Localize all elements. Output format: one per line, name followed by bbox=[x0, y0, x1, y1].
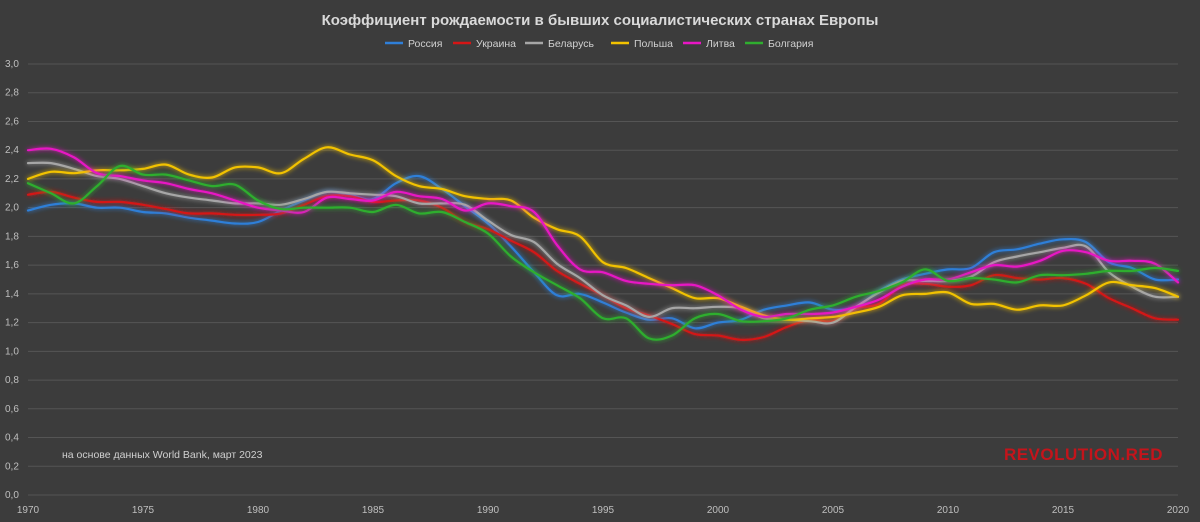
series-line-1 bbox=[26, 174, 1180, 330]
series-line-4 bbox=[26, 146, 1180, 321]
x-tick-label: 1995 bbox=[592, 505, 615, 516]
y-tick-label: 1,2 bbox=[5, 318, 19, 329]
source-note: на основе данных World Bank, март 2023 bbox=[62, 449, 263, 461]
x-tick-label: 1980 bbox=[247, 505, 270, 516]
legend-label: Россия bbox=[408, 38, 442, 50]
x-tick-label: 1975 bbox=[132, 505, 155, 516]
y-tick-label: 1,8 bbox=[5, 231, 19, 242]
legend-label: Украина bbox=[476, 38, 516, 50]
legend-item: Беларусь bbox=[525, 38, 594, 50]
x-tick-label: 2020 bbox=[1167, 505, 1190, 516]
x-tick-label: 2010 bbox=[937, 505, 960, 516]
x-tick-label: 1985 bbox=[362, 505, 385, 516]
y-tick-label: 1,6 bbox=[5, 260, 19, 271]
y-tick-label: 2,6 bbox=[5, 116, 19, 127]
legend-label: Беларусь bbox=[548, 38, 594, 50]
y-tick-label: 0,4 bbox=[5, 433, 19, 444]
legend-label: Литва bbox=[706, 38, 735, 50]
y-tick-label: 0,6 bbox=[5, 404, 19, 415]
legend: Россия Украина Беларусь Польша Литва Болгария bbox=[385, 38, 813, 50]
y-tick-label: 2,0 bbox=[5, 203, 19, 214]
y-tick-label: 1,4 bbox=[5, 289, 19, 300]
x-tick-label: 2015 bbox=[1052, 505, 1075, 516]
legend-label: Польша bbox=[634, 38, 673, 50]
grid bbox=[28, 63, 1178, 496]
series-line-3 bbox=[26, 161, 1180, 325]
series-line-5 bbox=[26, 147, 1180, 319]
x-tick-label: 2005 bbox=[822, 505, 845, 516]
y-tick-label: 2,2 bbox=[5, 174, 19, 185]
legend-label: Болгария bbox=[768, 38, 813, 50]
series-line-6 bbox=[26, 164, 1180, 341]
x-tick-label: 1990 bbox=[477, 505, 500, 516]
y-axis: 0,0 0,2 0,4 0,6 0,8 1,0 1,2 1,4 1,6 1,8 2,0 2,2 2,4 2… bbox=[5, 59, 19, 501]
chart-title: Коэффициент рождаемости в бывших социали… bbox=[322, 12, 879, 29]
y-tick-label: 1,0 bbox=[5, 346, 19, 357]
legend-item: Болгария bbox=[745, 38, 813, 50]
x-tick-label: 1970 bbox=[17, 505, 40, 516]
y-tick-label: 0,8 bbox=[5, 375, 19, 386]
series-lines bbox=[26, 146, 1180, 341]
legend-item: Литва bbox=[683, 38, 735, 50]
y-tick-label: 2,4 bbox=[5, 145, 19, 156]
x-tick-label: 2000 bbox=[707, 505, 730, 516]
y-tick-label: 2,8 bbox=[5, 88, 19, 99]
x-axis: 1970 1975 1980 1985 1990 1995 2000 2005 2010 2015… bbox=[17, 505, 1190, 516]
y-tick-label: 3,0 bbox=[5, 59, 19, 70]
legend-item: Польша bbox=[611, 38, 673, 50]
brand-logo: REVOLUTION.RED bbox=[1004, 445, 1163, 464]
legend-item: Украина bbox=[453, 38, 516, 50]
y-tick-label: 0,0 bbox=[5, 490, 19, 501]
legend-item: Россия bbox=[385, 38, 442, 50]
y-tick-label: 0,2 bbox=[5, 461, 19, 472]
